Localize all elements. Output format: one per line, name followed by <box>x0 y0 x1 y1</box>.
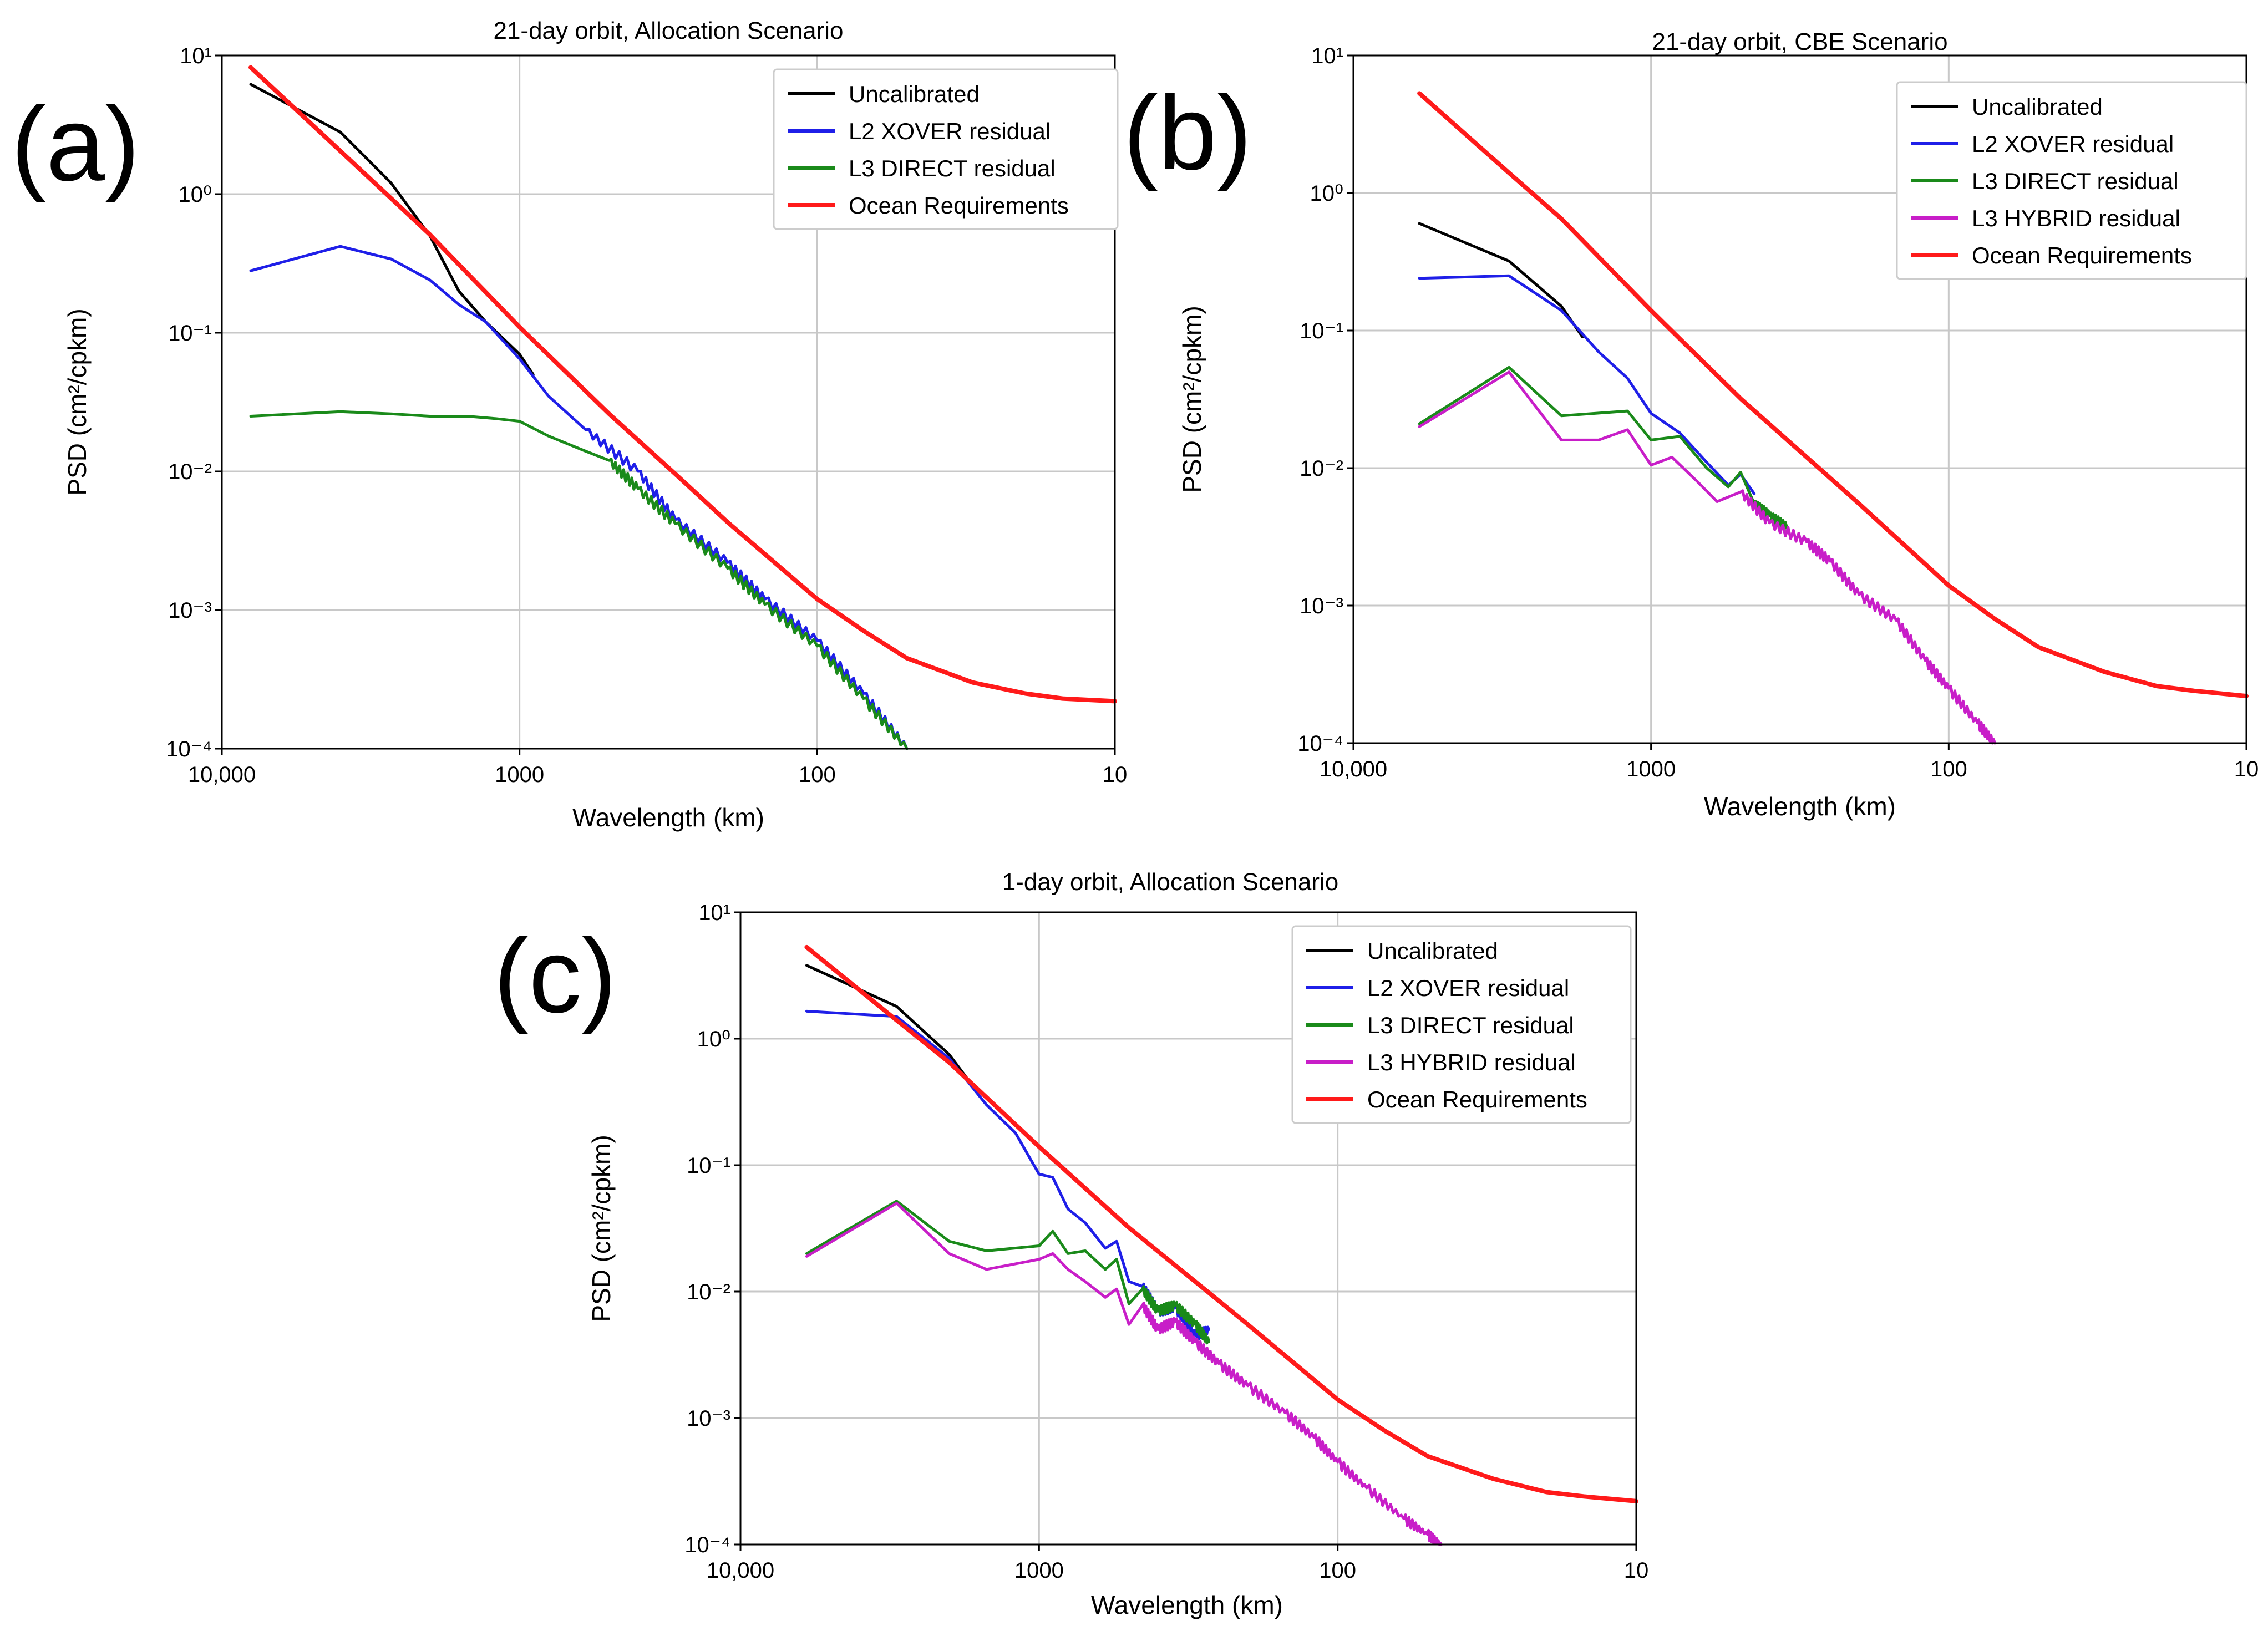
panel-c-legend-box <box>1291 925 1632 1124</box>
panel-b-legend-label-uncalibrated: Uncalibrated <box>1972 94 2103 120</box>
panel-c-title: 1-day orbit, Allocation Scenario <box>1002 868 1339 896</box>
panel-a-title: 21-day orbit, Allocation Scenario <box>493 17 843 44</box>
panel-b-label: (b) <box>1123 74 1252 192</box>
panel-b-x-tick-label-3: 10 <box>2234 757 2259 781</box>
panel-c-legend: Uncalibrated L2 XOVER residual L3 DIRECT r… <box>1291 925 1632 1124</box>
panel-a-x-tick-label-2: 100 <box>799 763 836 787</box>
panel-a-series-l3-direct-residual <box>249 410 909 750</box>
panel-a-legend-label-ocean-requirements: Ocean Requirements <box>849 192 1069 219</box>
panel-b-axes-frame <box>1352 54 2247 744</box>
panel-a-x-axis-label: Wavelength (km) <box>572 803 764 832</box>
panel-c-legend-label-l3-hybrid-residual: L3 HYBRID residual <box>1367 1049 1576 1075</box>
panel-b-legend-box <box>1896 81 2247 280</box>
panel-b-legend-label-ocean-requirements: Ocean Requirements <box>1972 242 2192 268</box>
panel-a-y-tick-label-0: 10⁻⁴ <box>166 737 212 761</box>
panel-a-label: (a) <box>11 85 140 203</box>
panel-b-series-l2-xover-residual <box>1418 274 1756 495</box>
panel-a-x-tick-label-1: 1000 <box>495 763 544 787</box>
panel-c-series-l3-direct-residual <box>805 1200 1210 1345</box>
panel-b-y-axis-label: PSD (cm²/cpkm) <box>1178 306 1206 492</box>
panel-c-series-l3-hybrid-residual <box>805 1202 1443 1546</box>
panel-b-legend-label-l2-xover-residual: L2 XOVER residual <box>1972 131 2174 157</box>
panel-a: (a) 21-day orbit, Allocation Scenario 10… <box>11 17 1127 832</box>
panel-c-label: (c) <box>494 917 617 1035</box>
panel-b-x-tick-label-0: 10,000 <box>1320 757 1387 781</box>
panel-b-series-ocean-requirements <box>1417 91 2249 699</box>
panel-a-y-tick-label-1: 10⁻³ <box>168 598 212 623</box>
panel-b-y-tick-label-5: 10¹ <box>1311 44 1343 68</box>
panel-c-x-tick-label-0: 10,000 <box>707 1558 774 1583</box>
panel-c-y-tick-label-2: 10⁻² <box>687 1280 730 1304</box>
panel-c-legend-label-uncalibrated: Uncalibrated <box>1367 938 1498 964</box>
panel-a-y-axis-label: PSD (cm²/cpkm) <box>63 308 92 495</box>
panel-c-y-tick-label-5: 10¹ <box>698 901 730 925</box>
panel-a-x-tick-label-0: 10,000 <box>188 763 256 787</box>
panel-c-x-axis-label: Wavelength (km) <box>1091 1591 1283 1619</box>
panel-a-series-uncalibrated <box>249 83 535 376</box>
panel-b-legend: Uncalibrated L2 XOVER residual L3 DIRECT r… <box>1896 81 2247 280</box>
panel-c-series-uncalibrated <box>805 964 972 1084</box>
panel-a-x-tick-label-3: 10 <box>1103 763 1128 787</box>
panel-c-series-l2-xover-residual <box>805 1009 1210 1341</box>
panel-b-series-uncalibrated <box>1418 222 1584 338</box>
panel-a-axes-frame <box>221 54 1116 750</box>
panel-c-y-tick-label-1: 10⁻³ <box>687 1406 730 1431</box>
panel-b-y-tick-label-2: 10⁻² <box>1300 456 1343 481</box>
panel-a-series-ocean-requirements <box>248 65 1117 704</box>
panel-a-legend-label-l3-direct-residual: L3 DIRECT residual <box>849 155 1056 181</box>
panel-a-y-tick-label-3: 10⁻¹ <box>168 321 212 346</box>
panel-c: (c) 1-day orbit, Allocation Scenario 10,… <box>494 868 1648 1619</box>
panel-a-y-tick-label-2: 10⁻² <box>168 460 212 484</box>
panel-b: (b) 21-day orbit, CBE Scenario 10,000 100… <box>1123 28 2259 821</box>
panel-b-y-tick-label-3: 10⁻¹ <box>1300 319 1343 343</box>
panel-b-series-l3-hybrid-residual <box>1418 370 1996 745</box>
panel-a-legend-box <box>773 68 1119 230</box>
panel-a-legend: Uncalibrated L2 XOVER residual L3 DIRECT r… <box>773 68 1119 230</box>
panel-c-legend-label-ocean-requirements: Ocean Requirements <box>1367 1086 1587 1112</box>
panel-c-x-tick-label-3: 10 <box>1624 1558 1649 1583</box>
panel-b-legend-label-l3-direct-residual: L3 DIRECT residual <box>1972 168 2179 194</box>
panel-b-x-tick-label-1: 1000 <box>1626 757 1676 781</box>
panel-a-series-l2-xover-residual <box>249 245 909 750</box>
panel-c-legend-label-l3-direct-residual: L3 DIRECT residual <box>1367 1012 1574 1038</box>
panel-b-y-tick-label-0: 10⁻⁴ <box>1297 731 1343 756</box>
panel-c-legend-label-l2-xover-residual: L2 XOVER residual <box>1367 975 1569 1001</box>
panel-a-legend-label-uncalibrated: Uncalibrated <box>849 81 980 107</box>
panel-c-y-axis-label: PSD (cm²/cpkm) <box>587 1135 616 1322</box>
panel-a-legend-label-l2-xover-residual: L2 XOVER residual <box>849 118 1051 144</box>
panel-c-x-tick-label-1: 1000 <box>1014 1558 1064 1583</box>
panel-b-title: 21-day orbit, CBE Scenario <box>1652 28 1947 55</box>
panel-c-y-tick-label-0: 10⁻⁴ <box>684 1533 730 1557</box>
panel-c-y-tick-label-4: 10⁰ <box>697 1027 730 1051</box>
panel-b-y-tick-label-1: 10⁻³ <box>1300 594 1343 618</box>
panel-b-x-axis-label: Wavelength (km) <box>1704 792 1896 821</box>
panel-a-y-tick-label-5: 10¹ <box>180 44 212 68</box>
panel-b-legend-label-l3-hybrid-residual: L3 HYBRID residual <box>1972 205 2180 231</box>
panel-c-series-ocean-requirements <box>804 944 1638 1503</box>
panel-b-x-tick-label-2: 100 <box>1930 757 1967 781</box>
panel-a-y-tick-label-4: 10⁰ <box>178 182 212 207</box>
panel-c-x-tick-label-2: 100 <box>1319 1558 1356 1583</box>
panel-b-y-tick-label-4: 10⁰ <box>1310 181 1343 206</box>
panel-c-axes-frame <box>739 911 1637 1546</box>
panel-c-y-tick-label-3: 10⁻¹ <box>687 1154 730 1178</box>
